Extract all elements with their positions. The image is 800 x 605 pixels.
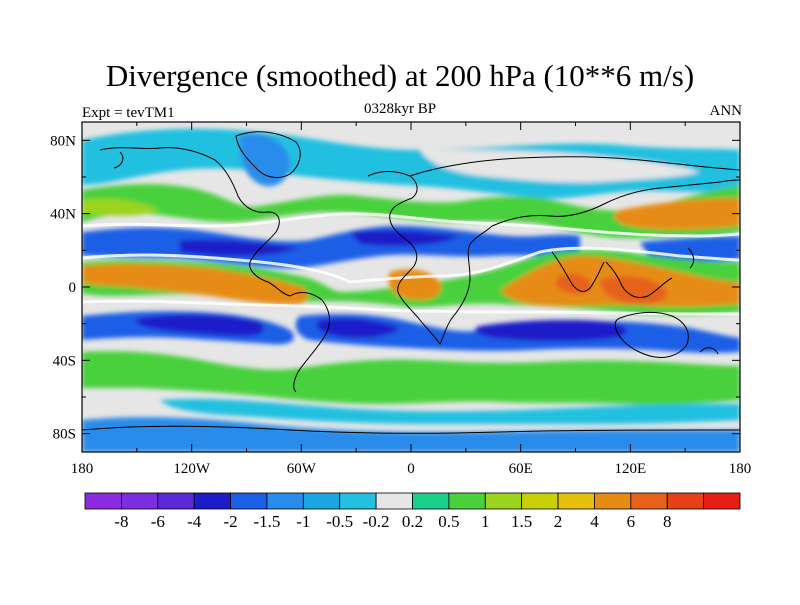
colorbar-swatch <box>521 492 559 510</box>
colorbar-swatch <box>302 492 341 510</box>
colorbar-swatch <box>448 492 486 510</box>
longitude-axis: 180 120W 60W 0 60E 120E 180 <box>71 122 752 477</box>
lon-tick-label: 60E <box>509 461 533 477</box>
colorbar-label: -2 <box>223 512 237 531</box>
colorbar-labels: -8 -6 -4 -2 -1.5 -1 -0.5 -0.2 0.2 0.5 1 1.5 2 4 6 8 <box>114 512 671 531</box>
colorbar-label: 1 <box>481 512 490 531</box>
colorbar-swatch <box>630 492 668 510</box>
colorbar-swatch <box>557 492 595 510</box>
south-ocean-negative-band <box>160 398 740 424</box>
lon-tick-label: 120E <box>614 461 646 477</box>
tropical-pacific-orange <box>82 263 309 305</box>
india-red-region <box>555 273 592 294</box>
north-midlat-positive-band <box>82 184 740 239</box>
north-subtropic-strong-negative <box>180 239 300 257</box>
south-pacific-strong-negative <box>135 314 264 337</box>
period-label: 0328kyr BP <box>363 101 437 117</box>
lon-tick-label: 60W <box>287 461 317 477</box>
colorbar-swatch <box>84 492 122 510</box>
colorbar-label: 0.2 <box>402 512 423 531</box>
colorbar-swatch <box>666 492 705 510</box>
colorbar-label: 8 <box>663 512 672 531</box>
lon-tick-label: 180 <box>71 461 94 477</box>
siberia-neutral-region <box>420 150 700 183</box>
colorbar-swatch <box>484 492 523 510</box>
colorbar-swatch <box>375 492 413 510</box>
lat-tick-label: 40N <box>50 207 76 223</box>
antarctic-negative-region <box>82 417 740 452</box>
lon-tick-label: 180 <box>729 461 752 477</box>
lat-tick-label: 80N <box>50 133 76 149</box>
colorbar <box>84 492 741 510</box>
season-label: ANN <box>709 103 743 119</box>
colorbar-label: 1.5 <box>511 512 532 531</box>
colorbar-swatch <box>266 492 304 510</box>
zero-contours <box>82 212 740 316</box>
maritime-red-region <box>600 275 668 304</box>
lat-tick-label: 40S <box>53 353 76 369</box>
colorbar-swatch <box>230 492 268 510</box>
pacific-north-yellow-region <box>82 198 160 216</box>
colorbar-label: 4 <box>590 512 599 531</box>
colorbar-label: 6 <box>627 512 636 531</box>
coastlines <box>82 131 740 434</box>
colorbar-label: -0.2 <box>363 512 390 531</box>
map-title: Divergence (smoothed) at 200 hPa (10**6 … <box>105 58 695 93</box>
colorbar-label: 2 <box>554 512 563 531</box>
colorbar-label: -1 <box>296 512 310 531</box>
colorbar-label: -6 <box>151 512 165 531</box>
colorbar-swatch <box>157 492 195 510</box>
colorbar-swatch <box>339 492 377 510</box>
colorbar-label: 0.5 <box>438 512 459 531</box>
south-indian-strong-negative <box>475 319 627 341</box>
colorbar-label: -8 <box>114 512 128 531</box>
latitude-axis: 80N 40N 0 40S 80S <box>50 133 740 443</box>
colorbar-label: -4 <box>187 512 202 531</box>
west-pacific-orange-region <box>614 198 740 230</box>
colorbar-swatch <box>703 492 741 510</box>
experiment-label: Expt = tevTM1 <box>82 105 175 121</box>
lon-tick-label: 0 <box>407 461 415 477</box>
colorbar-swatch <box>120 492 159 510</box>
colorbar-swatch <box>594 492 632 510</box>
south-atlantic-strong-negative <box>316 318 400 338</box>
lat-tick-label: 80S <box>53 427 76 443</box>
south-midlat-positive-band <box>82 351 740 405</box>
colorbar-swatch <box>193 492 231 510</box>
colorbar-label: -0.5 <box>326 512 353 531</box>
colorbar-swatch <box>412 492 450 510</box>
greenland-negative-region <box>239 133 291 187</box>
lat-tick-label: 0 <box>69 280 77 296</box>
colorbar-label: -1.5 <box>253 512 280 531</box>
lon-tick-label: 120W <box>173 461 211 477</box>
divergence-field <box>82 122 740 452</box>
